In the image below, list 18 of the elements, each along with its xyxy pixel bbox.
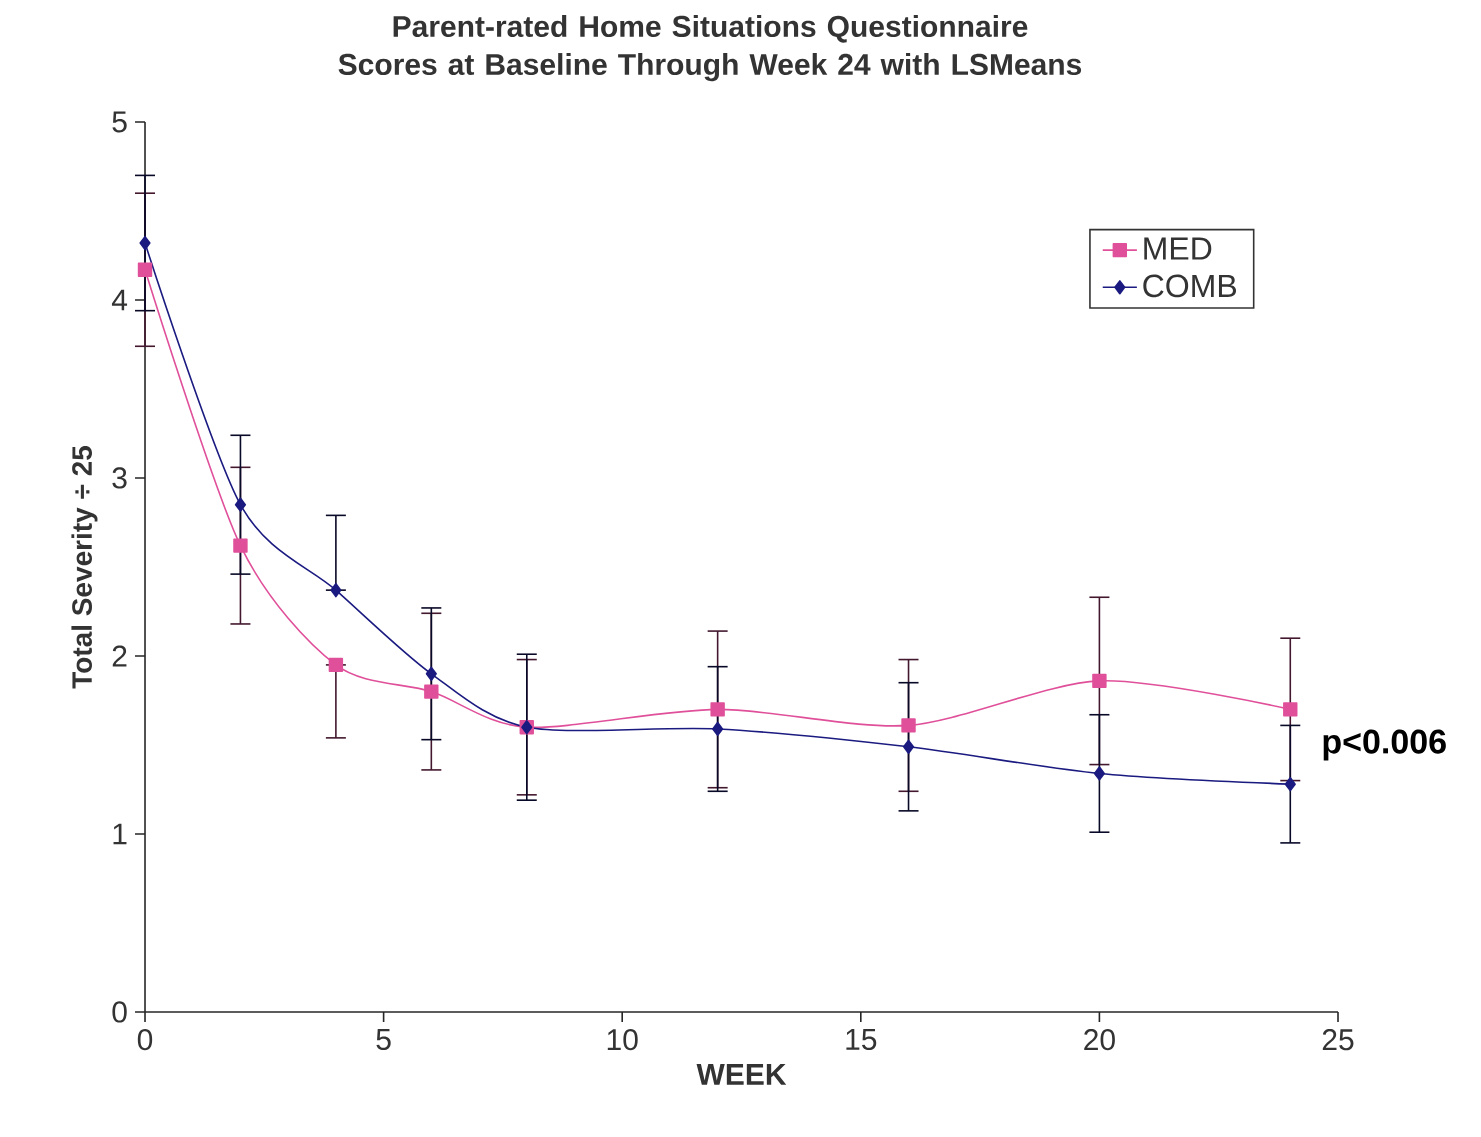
x-tick-label: 20: [1084, 1029, 1115, 1051]
x-tick-label: 10: [607, 1029, 638, 1051]
x-tick-label: 0: [137, 1029, 153, 1051]
x-axis-title: WEEK: [696, 1064, 787, 1085]
y-axis-title: Total Severity ÷ 25: [71, 445, 98, 689]
y-tick-label: 0: [112, 1001, 127, 1023]
legend-label: COMB: [1143, 274, 1237, 298]
y-tick-label: 4: [111, 289, 128, 311]
chart-title: Parent-rated Home Situations Questionnaire Scores at Baseline Through Week 24 with LSMeans: [338, 15, 1082, 82]
x-tick-label: 5: [376, 1029, 391, 1050]
y-tick-label: 2: [112, 645, 127, 667]
annotation: p<0.006: [1323, 729, 1446, 761]
y-tick-label: 3: [112, 467, 127, 489]
x-tick-label: 15: [846, 1029, 877, 1050]
legend-label: MED: [1144, 237, 1212, 260]
x-tick-label: 25: [1322, 1029, 1354, 1051]
y-tick-label: 1: [113, 823, 127, 845]
y-tick-label: 5: [112, 111, 127, 133]
